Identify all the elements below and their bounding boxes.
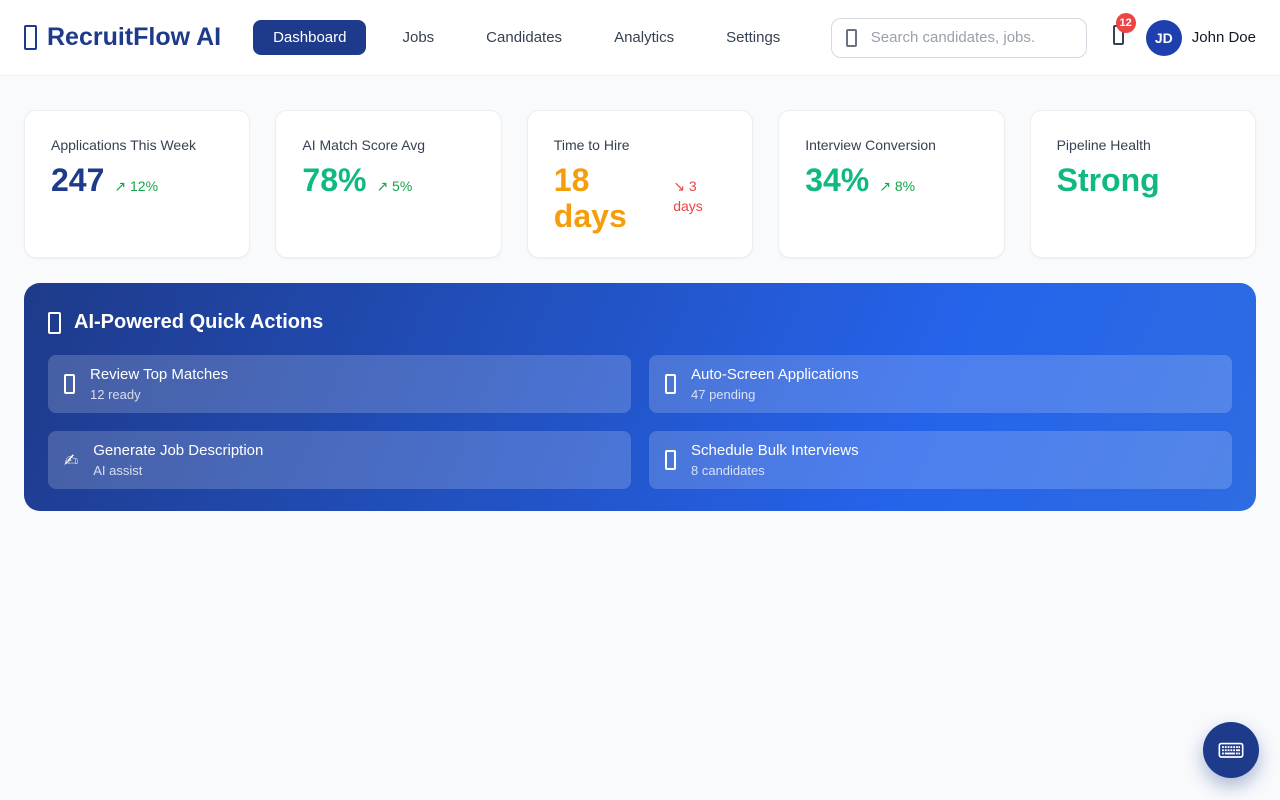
action-auto-screen[interactable]: Auto-Screen Applications 47 pending [649, 355, 1232, 413]
action-review-top-matches[interactable]: Review Top Matches 12 ready [48, 355, 631, 413]
action-subtitle: AI assist [93, 462, 143, 478]
action-subtitle: 8 candidates [691, 462, 765, 478]
action-subtitle: 47 pending [691, 386, 756, 402]
nav-item-analytics[interactable]: Analytics [614, 29, 675, 46]
action-title: Auto-Screen Applications [691, 365, 859, 383]
stat-value: 78% [302, 162, 367, 198]
stat-card-match-score: AI Match Score Avg 78% ↗ 5% [275, 110, 502, 258]
stat-trend: ↗ 8% [879, 178, 916, 194]
stat-value: Strong [1056, 162, 1160, 198]
user-menu[interactable]: JD John Doe [1145, 19, 1256, 56]
stat-trend: ↗ 5% [376, 178, 413, 194]
search-input[interactable] [868, 28, 1072, 47]
writing-hand-icon: ✍ [64, 450, 79, 470]
quick-actions-panel: AI-Powered Quick Actions Review Top Matc… [24, 283, 1256, 511]
action-generate-job-description[interactable]: ✍ Generate Job Description AI assist [48, 431, 631, 489]
logo-icon [24, 25, 37, 50]
lightning-icon [48, 311, 61, 334]
search-box[interactable] [830, 17, 1087, 58]
stat-label: Applications This Week [51, 137, 196, 153]
stat-label: Pipeline Health [1056, 137, 1151, 153]
stat-trend: ↗ 12% [114, 178, 159, 194]
brand-name: RecruitFlow AI [47, 23, 222, 51]
top-bar: RecruitFlow AI Dashboard Jobs Candidates… [0, 0, 1280, 76]
action-title: Review Top Matches [90, 365, 229, 383]
calendar-icon [665, 450, 676, 470]
quick-actions-title: AI-Powered Quick Actions [48, 311, 1232, 334]
avatar: JD [1145, 19, 1182, 56]
robot-icon [665, 374, 676, 394]
dashboard-content: Applications This Week 247 ↗ 12% AI Matc… [0, 110, 1280, 511]
nav-item-jobs[interactable]: Jobs [402, 29, 435, 46]
keyboard-icon [1218, 742, 1244, 758]
main-nav: Dashboard Jobs Candidates Analytics Sett… [253, 20, 796, 55]
stat-value: 34% [805, 162, 870, 198]
action-schedule-bulk-interviews[interactable]: Schedule Bulk Interviews 8 candidates [649, 431, 1232, 489]
action-subtitle: 12 ready [90, 386, 141, 402]
stats-row: Applications This Week 247 ↗ 12% AI Matc… [24, 110, 1256, 258]
action-title: Generate Job Description [93, 441, 264, 459]
stat-label: Interview Conversion [805, 137, 936, 153]
stat-card-applications: Applications This Week 247 ↗ 12% [24, 110, 251, 258]
stat-value: 247 [51, 162, 105, 198]
stat-trend: ↘ 3 days [673, 178, 703, 215]
brand-logo: RecruitFlow AI [24, 23, 221, 52]
nav-item-candidates[interactable]: Candidates [486, 29, 563, 46]
notification-badge: 12 [1115, 13, 1136, 33]
nav-item-dashboard[interactable]: Dashboard [253, 20, 367, 55]
keyboard-shortcuts-fab[interactable] [1203, 722, 1259, 778]
stat-card-interview-conversion: Interview Conversion 34% ↗ 8% [778, 110, 1005, 258]
search-icon [845, 28, 857, 47]
stat-label: Time to Hire [553, 137, 630, 153]
stat-card-pipeline-health: Pipeline Health Strong [1029, 110, 1256, 258]
nav-item-settings[interactable]: Settings [726, 29, 781, 46]
target-icon [64, 374, 75, 394]
stat-label: AI Match Score Avg [302, 137, 426, 153]
notifications-button[interactable]: 12 [1112, 13, 1136, 50]
user-name: John Doe [1191, 29, 1256, 46]
stat-card-time-to-hire: Time to Hire 18 days ↘ 3 days [526, 110, 754, 258]
action-title: Schedule Bulk Interviews [691, 441, 859, 459]
quick-actions-grid: Review Top Matches 12 ready Auto-Screen … [48, 355, 1232, 489]
stat-value: 18 days [553, 162, 627, 234]
